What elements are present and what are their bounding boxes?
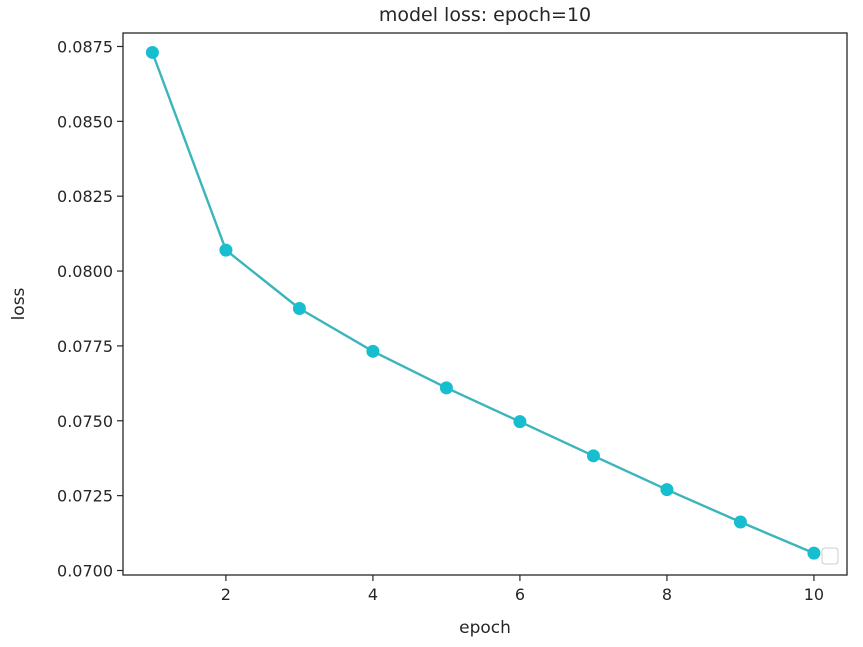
y-tick-label: 0.0700 (57, 562, 113, 581)
data-point (219, 243, 233, 257)
y-tick-label: 0.0875 (57, 37, 113, 56)
x-axis: 2 4 6 8 10 (221, 575, 824, 604)
data-point (586, 449, 600, 463)
data-point (660, 483, 674, 497)
y-tick-label: 0.0800 (57, 262, 113, 281)
data-point (439, 381, 453, 395)
data-point (807, 546, 821, 560)
y-tick-label: 0.0725 (57, 487, 113, 506)
data-point (292, 301, 306, 315)
x-tick-label: 6 (515, 585, 525, 604)
plot-background (123, 33, 847, 575)
x-tick-label: 2 (221, 585, 231, 604)
y-tick-label: 0.0775 (57, 337, 113, 356)
y-tick-label: 0.0825 (57, 187, 113, 206)
data-point (145, 45, 159, 59)
series-line (151, 52, 815, 555)
data-point (366, 344, 380, 358)
plot-frame (122, 32, 848, 576)
x-axis-label: epoch (459, 618, 511, 638)
y-axis-label: loss (9, 287, 29, 320)
data-point (733, 515, 747, 529)
legend-box (821, 547, 839, 565)
plot-marks (145, 45, 821, 560)
y-tick-label: 0.0750 (57, 412, 113, 431)
x-tick-label: 4 (368, 585, 378, 604)
y-tick-label: 0.0850 (57, 112, 113, 131)
chart-title: model loss: epoch=10 (379, 4, 591, 26)
x-tick-label: 8 (662, 585, 672, 604)
data-point (513, 415, 527, 429)
x-tick-label: 10 (804, 585, 824, 604)
y-axis: 0.0700 0.0725 0.0750 0.0775 0.0800 0.0825 0.08… (57, 37, 123, 581)
